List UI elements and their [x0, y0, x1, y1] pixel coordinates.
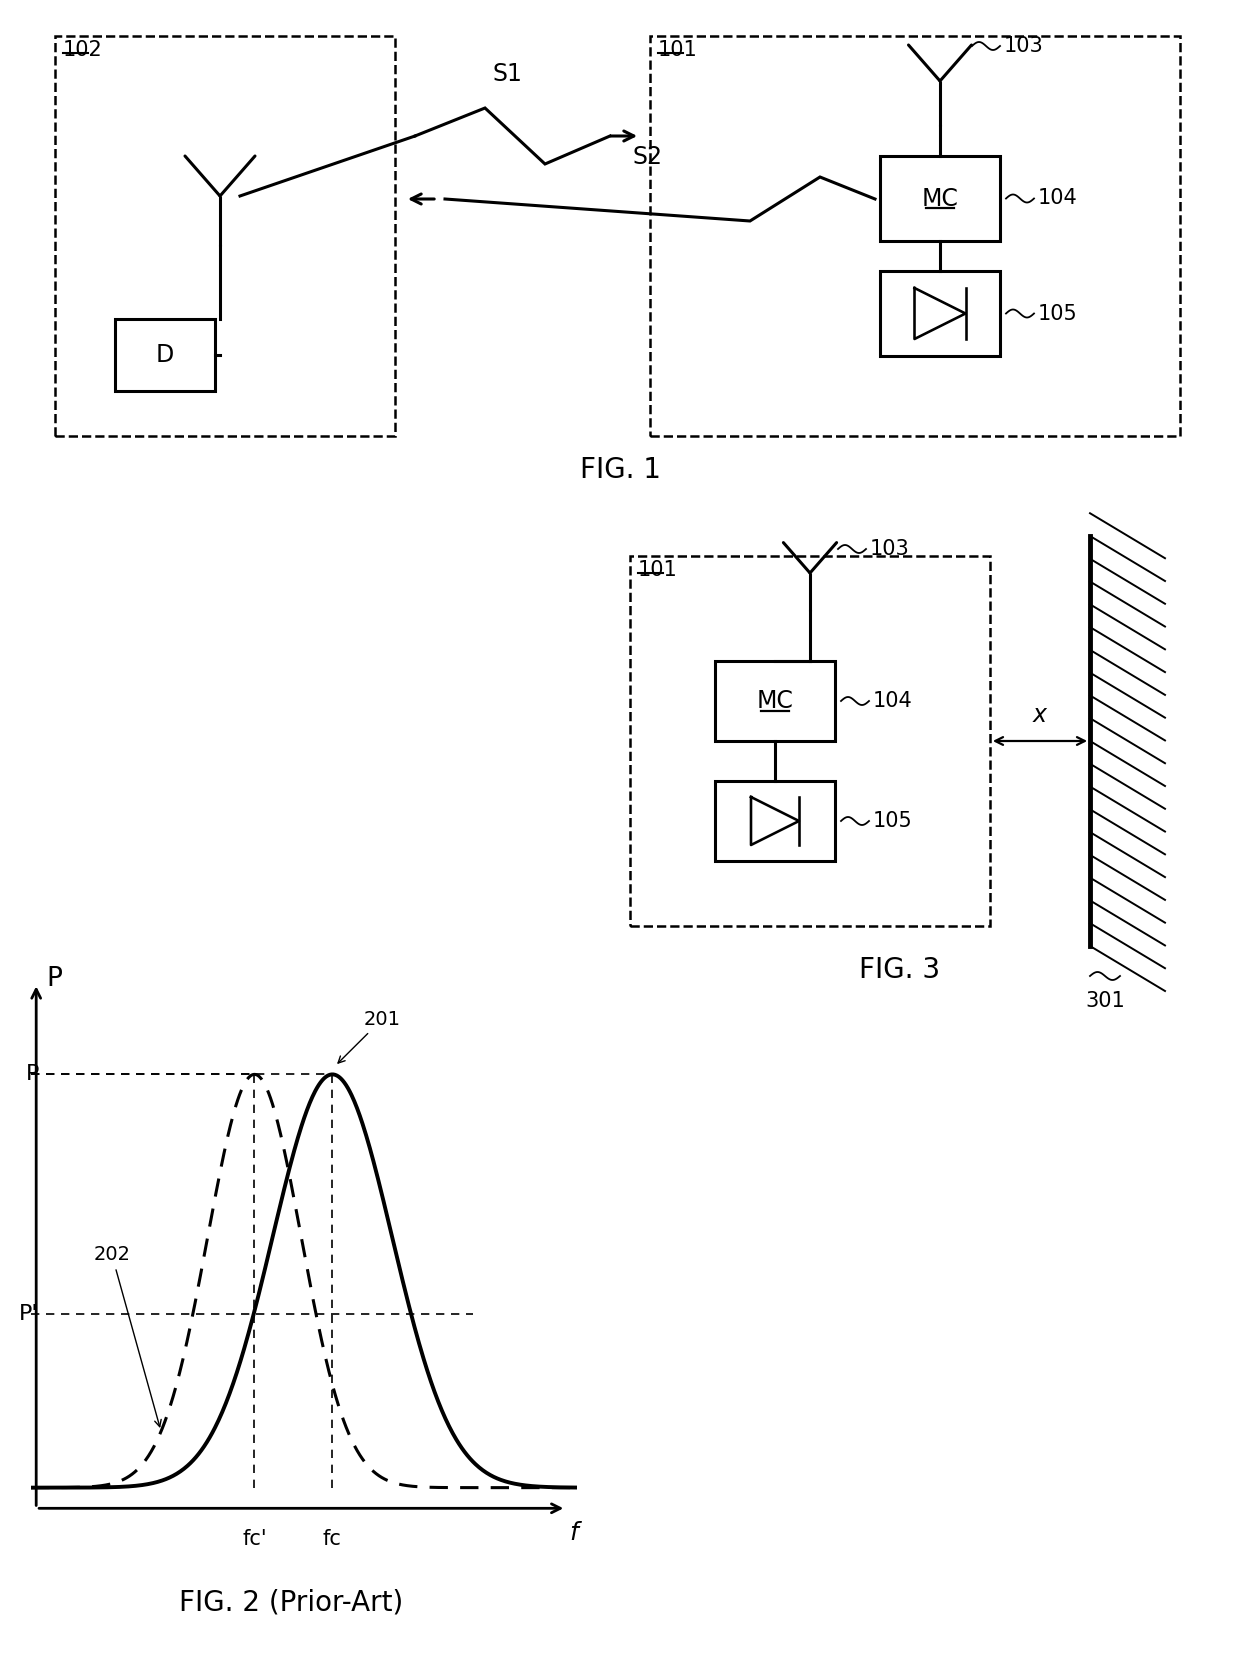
Text: 301: 301 [1085, 991, 1125, 1011]
Text: D: D [156, 344, 174, 367]
Text: x: x [1033, 702, 1047, 727]
Text: f: f [569, 1520, 578, 1545]
Bar [880, 156, 999, 241]
Text: FIG. 1: FIG. 1 [579, 456, 661, 484]
Text: 101: 101 [639, 560, 678, 580]
Text: MC: MC [756, 689, 794, 712]
Text: 104: 104 [1038, 188, 1078, 208]
Text: P': P' [20, 1304, 38, 1324]
Bar [880, 272, 999, 355]
Text: FIG. 3: FIG. 3 [859, 955, 941, 984]
Bar [715, 781, 835, 861]
Text: FIG. 2 (Prior-Art): FIG. 2 (Prior-Art) [180, 1589, 403, 1617]
Bar [115, 318, 215, 391]
Bar [630, 556, 990, 927]
Text: 101: 101 [658, 40, 698, 60]
Text: S2: S2 [632, 146, 662, 169]
Text: MC: MC [921, 186, 959, 211]
Text: fc': fc' [242, 1529, 267, 1549]
Text: 102: 102 [63, 40, 103, 60]
Text: 103: 103 [1004, 35, 1044, 55]
Text: S1: S1 [492, 62, 522, 85]
Text: 105: 105 [873, 811, 913, 831]
Bar [650, 35, 1180, 436]
Text: 201: 201 [339, 1011, 401, 1063]
Bar [55, 35, 396, 436]
Text: P: P [25, 1064, 38, 1084]
Text: 202: 202 [93, 1245, 161, 1426]
Text: 103: 103 [870, 540, 910, 560]
Text: 104: 104 [873, 691, 913, 711]
Text: P: P [47, 965, 62, 992]
Bar [715, 660, 835, 741]
Text: 105: 105 [1038, 303, 1078, 323]
Text: fc: fc [322, 1529, 342, 1549]
